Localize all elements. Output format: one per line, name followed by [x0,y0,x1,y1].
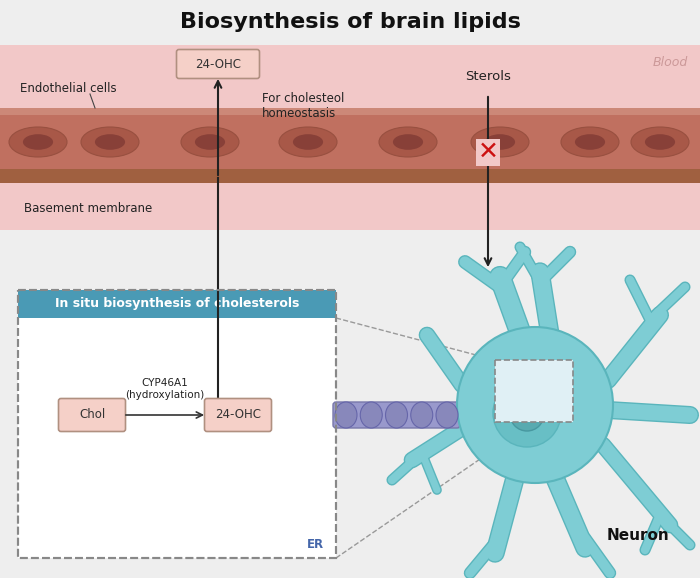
Ellipse shape [335,402,357,428]
Ellipse shape [561,127,619,157]
Bar [0,108,700,176]
Bar [0,169,700,183]
Text: ✕: ✕ [477,140,498,164]
Text: Endothelial cells: Endothelial cells [20,81,116,94]
Ellipse shape [436,402,458,428]
Text: Chol: Chol [79,409,105,421]
Bar [0,108,700,115]
Ellipse shape [195,134,225,150]
Text: In situ biosynthesis of cholesterols: In situ biosynthesis of cholesterols [55,298,299,310]
Ellipse shape [293,134,323,150]
Text: Sterols: Sterols [465,69,511,83]
FancyBboxPatch shape [495,360,573,422]
Text: Blood: Blood [652,55,688,69]
Ellipse shape [411,402,433,428]
Text: CYP46A1
(hydroxylation): CYP46A1 (hydroxylation) [125,378,204,400]
Ellipse shape [360,402,382,428]
Bar [18,290,336,318]
Text: Basement membrane: Basement membrane [24,202,152,214]
Bar [18,290,336,558]
Ellipse shape [485,134,515,150]
Ellipse shape [379,127,437,157]
Ellipse shape [95,134,125,150]
Text: Biosynthesis of brain lipids: Biosynthesis of brain lipids [180,12,520,32]
Bar [18,290,336,558]
FancyBboxPatch shape [333,402,460,428]
Text: 24-OHC: 24-OHC [195,57,241,71]
Ellipse shape [23,134,53,150]
FancyBboxPatch shape [59,398,125,432]
Ellipse shape [181,127,239,157]
Text: For cholesteol
homeostasis: For cholesteol homeostasis [262,92,344,120]
FancyBboxPatch shape [204,398,272,432]
FancyBboxPatch shape [176,50,260,79]
Circle shape [510,397,544,431]
Ellipse shape [386,402,407,428]
Circle shape [457,327,613,483]
Ellipse shape [279,127,337,157]
Text: 24-OHC: 24-OHC [215,409,261,421]
Text: Neuron: Neuron [607,528,669,543]
Ellipse shape [575,134,605,150]
Ellipse shape [9,127,67,157]
Ellipse shape [631,127,689,157]
Text: ER: ER [307,538,324,550]
Ellipse shape [471,127,529,157]
Bar [0,45,700,230]
Ellipse shape [645,134,675,150]
Text: Nucleus: Nucleus [40,538,92,550]
Ellipse shape [81,127,139,157]
Ellipse shape [393,134,423,150]
Circle shape [493,379,561,447]
